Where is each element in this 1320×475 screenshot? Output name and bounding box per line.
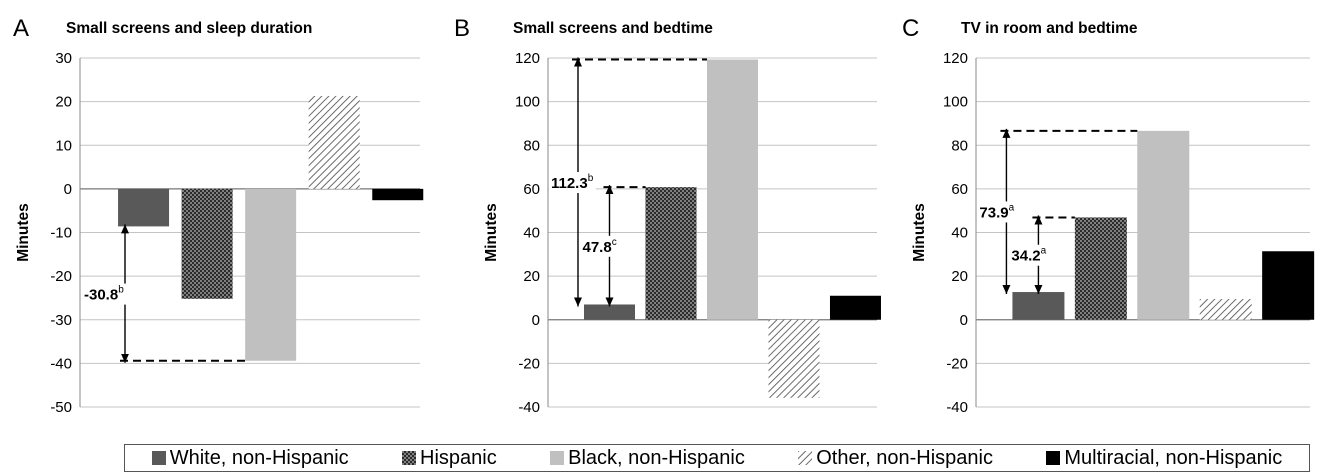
difference-label: -30.8b [84,285,124,304]
legend-swatch [550,451,565,465]
y-tick-label: 80 [523,137,540,154]
y-tick-label: 120 [943,50,968,67]
difference-label: 112.3b [551,173,594,192]
y-axis-label: Minutes [911,203,928,262]
panel-b: B Small screens and bedtime Minutes 120 100 8… [454,15,881,416]
y-tick-label: 0 [960,312,968,329]
bar [1199,299,1252,320]
legend-swatch [1046,451,1061,465]
y-tick-label: 60 [523,181,540,198]
legend-item: Black, non-Hispanic [550,447,745,470]
y-tick-label: 120 [515,50,540,67]
y-tick-label: 20 [523,268,540,285]
y-tick-label: 100 [515,94,540,111]
bar [245,188,297,361]
legend-label: Black, non-Hispanic [568,446,745,469]
y-tick-label: 30 [55,50,72,67]
y-tick-label: -40 [518,399,540,416]
legend-item: Hispanic [402,447,497,470]
label-background [580,235,619,257]
y-tick-label: -20 [518,355,540,372]
chart-title: TV in room and bedtime [961,20,1138,37]
panel-c: C TV in room and bedtime Minutes 120 100 80 60… [902,15,1315,416]
bar [1074,217,1127,320]
y-tick-label: -20 [50,268,72,285]
bar [181,188,233,299]
bar [645,187,697,320]
legend-swatch [798,451,813,465]
legend-label: Hispanic [420,446,497,469]
panel-letter: C [902,15,919,42]
y-tick-label: 20 [951,268,968,285]
legend-label: Multiracial, non-Hispanic [1064,446,1283,469]
panel-a: A Small screens and sleep duration Minutes… [13,15,424,416]
bar [829,295,881,320]
y-tick-label: 40 [523,225,540,242]
y-tick-label: 80 [951,137,968,154]
legend: White, non-Hispanic Hispanic Black, non-… [124,444,1310,472]
legend-swatch [151,451,166,465]
y-tick-label: -30 [50,312,72,329]
y-tick-label: 10 [55,137,72,154]
y-tick-label: -50 [50,399,72,416]
difference-label: 73.9a [979,202,1014,221]
y-axis-label: Minutes [483,203,500,262]
bar [1012,292,1065,320]
legend-label: Other, non-Hispanic [816,446,993,469]
label-background [1009,244,1049,266]
legend-label: White, non-Hispanic [169,446,349,469]
y-tick-label: 40 [951,225,968,242]
y-tick-label: 100 [943,94,968,111]
panel-letter: A [13,15,29,42]
bar [768,319,820,398]
bar [583,304,635,320]
chart-title: Small screens and bedtime [513,20,713,37]
legend-item: Multiracial, non-Hispanic [1046,447,1282,470]
legend-item: White, non-Hispanic [151,446,349,470]
label-background [82,283,127,305]
y-tick-label: -20 [946,355,968,372]
difference-label: 47.8c [582,237,616,256]
y-tick-label: 60 [951,181,968,198]
bar [1137,130,1190,320]
bar [372,188,424,201]
label-background [977,201,1017,223]
y-tick-label: -40 [50,355,72,372]
panel-letter: B [454,15,470,42]
label-background [548,172,596,194]
y-tick-label: 0 [532,312,540,329]
y-tick-label: -10 [50,225,72,242]
chart-title: Small screens and sleep duration [66,20,312,37]
y-tick-label: 0 [64,181,72,198]
legend-swatch [402,451,417,465]
bar [1262,251,1315,320]
y-tick-label: -40 [946,399,968,416]
bar [308,95,360,189]
bar [706,59,758,320]
y-tick-label: 20 [55,94,72,111]
bar [118,188,170,227]
y-axis-label: Minutes [15,203,32,262]
difference-label: 34.2a [1011,246,1046,265]
legend-item: Other, non-Hispanic [798,447,993,470]
